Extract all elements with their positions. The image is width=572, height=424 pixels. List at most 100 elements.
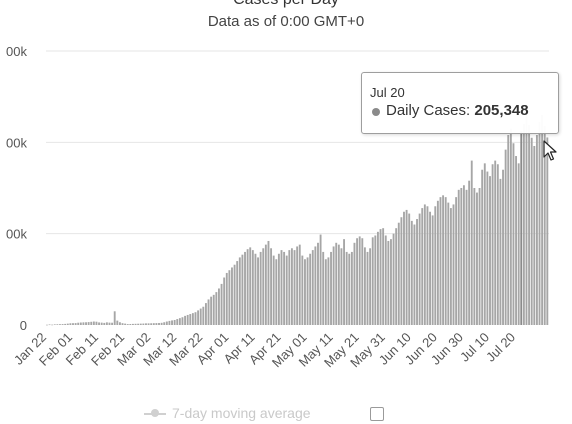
bar[interactable] [74, 323, 77, 325]
bar[interactable] [207, 299, 210, 325]
bar[interactable] [392, 233, 395, 325]
bar[interactable] [403, 211, 405, 325]
bar[interactable] [317, 242, 319, 325]
bar[interactable] [264, 244, 267, 325]
bar[interactable] [267, 240, 270, 325]
bar[interactable] [314, 246, 317, 325]
bar[interactable] [155, 323, 158, 325]
bar[interactable] [363, 247, 366, 325]
bar[interactable] [290, 248, 293, 325]
bar[interactable] [530, 137, 533, 325]
bar[interactable] [218, 288, 220, 325]
bar[interactable] [515, 156, 517, 325]
bar[interactable] [118, 322, 121, 325]
bar[interactable] [455, 197, 458, 325]
bar[interactable] [413, 224, 416, 325]
bar[interactable] [249, 247, 252, 325]
bar[interactable] [59, 324, 61, 325]
bar[interactable] [95, 321, 98, 325]
bar[interactable] [301, 255, 304, 325]
bar[interactable] [343, 239, 345, 325]
bar[interactable] [397, 222, 400, 325]
bar[interactable] [158, 322, 160, 325]
bar[interactable] [337, 244, 340, 325]
bar[interactable] [189, 314, 192, 325]
bar[interactable] [462, 185, 465, 325]
bar[interactable] [132, 323, 134, 325]
bar[interactable] [434, 206, 437, 325]
bar[interactable] [228, 270, 231, 325]
bar[interactable] [254, 253, 257, 325]
bar[interactable] [61, 324, 64, 325]
bar[interactable] [69, 323, 72, 325]
bar[interactable] [481, 169, 484, 325]
bar[interactable] [541, 114, 544, 326]
bar[interactable] [442, 195, 445, 325]
bar[interactable] [272, 255, 275, 325]
bar[interactable] [92, 321, 95, 325]
bar[interactable] [473, 188, 476, 325]
bar[interactable] [257, 257, 259, 325]
bar[interactable] [150, 323, 153, 325]
bar[interactable] [171, 320, 173, 325]
bar[interactable] [129, 324, 132, 325]
bar[interactable] [197, 310, 200, 325]
bar[interactable] [366, 251, 369, 325]
bar[interactable] [72, 323, 74, 325]
bar[interactable] [108, 322, 111, 325]
bar[interactable] [233, 264, 236, 325]
bar[interactable] [535, 135, 538, 325]
bar[interactable] [137, 323, 140, 325]
bar[interactable] [90, 321, 93, 325]
bar[interactable] [543, 125, 546, 325]
bar[interactable] [111, 322, 114, 325]
bar[interactable] [212, 294, 215, 325]
bar[interactable] [509, 128, 512, 325]
bar[interactable] [186, 314, 189, 325]
bar[interactable] [387, 240, 390, 325]
bar[interactable] [533, 145, 536, 325]
bar[interactable] [546, 137, 549, 325]
bar[interactable] [168, 320, 171, 325]
bar[interactable] [405, 209, 408, 325]
bar[interactable] [306, 257, 309, 325]
bar[interactable] [439, 197, 442, 325]
bar[interactable] [324, 259, 327, 325]
bar[interactable] [494, 160, 497, 325]
bar[interactable] [98, 322, 100, 325]
bar[interactable] [184, 315, 187, 325]
bar[interactable] [520, 131, 523, 325]
bar[interactable] [457, 189, 460, 325]
bar[interactable] [384, 235, 387, 325]
bar[interactable] [345, 251, 348, 325]
bar[interactable] [369, 248, 372, 325]
bar[interactable] [421, 208, 424, 325]
bar[interactable] [525, 114, 528, 326]
bar[interactable] [147, 323, 150, 325]
bar[interactable] [288, 250, 291, 325]
bar[interactable] [460, 188, 463, 325]
bar[interactable] [496, 164, 499, 325]
bar[interactable] [142, 323, 145, 325]
bar[interactable] [376, 231, 379, 325]
bar[interactable] [77, 322, 80, 325]
bar[interactable] [262, 248, 265, 325]
bar[interactable] [100, 322, 103, 325]
bar[interactable] [429, 211, 431, 325]
bar[interactable] [225, 272, 228, 325]
bar[interactable] [283, 251, 286, 325]
bar[interactable] [126, 324, 129, 325]
bar[interactable] [66, 323, 69, 325]
bar[interactable] [465, 189, 468, 325]
bar[interactable] [478, 188, 481, 325]
bar[interactable] [85, 322, 87, 325]
bar[interactable] [280, 250, 283, 325]
bar[interactable] [103, 322, 106, 325]
bar[interactable] [202, 306, 205, 325]
bar[interactable] [504, 149, 507, 325]
bar[interactable] [382, 228, 385, 325]
bar[interactable] [241, 254, 244, 325]
bar[interactable] [46, 324, 48, 326]
bar[interactable] [204, 303, 207, 325]
bar[interactable] [181, 317, 184, 325]
